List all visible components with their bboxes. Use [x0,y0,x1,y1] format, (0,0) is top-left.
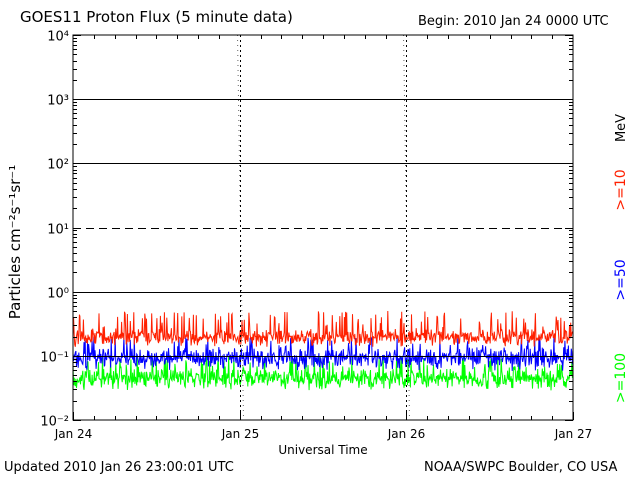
x-tick-label-2: Jan 26 [387,427,426,441]
legend-unit-label: MeV [614,114,629,142]
y-tick-label-3: 10¹ [47,223,69,238]
legend-label-1: >=50 [613,259,629,300]
y-tick-label-0: 10⁴ [47,30,69,45]
legend-label-2: >=100 [613,353,629,403]
y-tick-label-6: 10⁻² [40,415,69,430]
chart-title: GOES11 Proton Flux (5 minute data) [20,8,293,26]
y-axis-label: Particles cm⁻²s⁻¹sr⁻¹ [6,165,24,319]
day-divider-ticks-1 [237,34,244,421]
x-tick-label-3: Jan 27 [554,427,593,441]
legend-label-0: >=10 [613,169,629,210]
day-divider-ticks-2 [403,34,410,421]
y-ticks: 10⁴ 10³ 10² 10¹ 10⁰ 10⁻¹ 10⁻² [40,30,573,430]
legend: >=10 >=50 >=100 MeV [613,114,629,403]
y-tick-label-4: 10⁰ [47,287,69,302]
x-tick-label-0: Jan 24 [54,427,93,441]
begin-time: Begin: 2010 Jan 24 0000 UTC [418,14,609,29]
credit-text: NOAA/SWPC Boulder, CO USA [424,460,618,475]
y-tick-label-2: 10² [47,158,69,173]
updated-timestamp: Updated 2010 Jan 26 23:00:01 UTC [4,460,234,475]
threshold-lines [73,99,573,357]
y-tick-label-1: 10³ [47,94,69,109]
x-axis-label: Universal Time [278,443,367,457]
day-divider-lines [237,34,410,421]
series-layer [72,310,574,391]
series-line-0 [72,310,574,347]
x-ticks: Jan 24 Jan 25 Jan 26 Jan 27 [54,35,593,441]
x-tick-label-1: Jan 25 [221,427,260,441]
y-tick-label-5: 10⁻¹ [40,351,69,366]
